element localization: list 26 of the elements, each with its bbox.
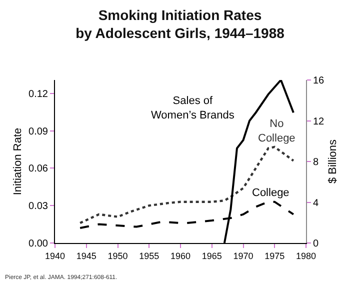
y2-tick-label: 16 (313, 76, 325, 86)
series-label: Sales of Women’s Brands (151, 95, 235, 122)
y2-tick-label: 8 (313, 157, 319, 168)
x-tick-label: 1960 (170, 250, 191, 261)
y2-tick-label: 0 (313, 238, 319, 250)
y-tick-label: 0.00 (28, 238, 48, 250)
y-tick-label: 0.03 (28, 201, 48, 212)
series-label: College (252, 187, 290, 199)
x-tick-label: 1965 (202, 250, 222, 261)
series-label: No College (258, 118, 296, 144)
x-tick-label: 1970 (233, 250, 254, 261)
y-axis-title: Initiation Rate (12, 128, 24, 196)
x-tick-label: 1940 (44, 250, 66, 261)
x-tick-label: 1950 (108, 250, 128, 261)
line-series (79, 146, 295, 224)
y-tick-label: 0.09 (28, 126, 48, 138)
y2-tick-label: 12 (313, 116, 325, 128)
x-tick-label: 1980 (296, 250, 316, 261)
y2-axis-title: $ Billions (326, 138, 339, 184)
y-tick-label: 0.06 (28, 164, 48, 175)
x-tick-label: 1945 (76, 250, 96, 261)
chart-title: Smoking Initiation Rates by Adolescent Girls, 1944–1988 (76, 6, 285, 42)
y-tick-label: 0.12 (28, 88, 48, 100)
x-tick-label: 1955 (139, 250, 160, 261)
x-tick-label: 1975 (264, 250, 285, 261)
y2-tick-label: 4 (313, 198, 319, 209)
